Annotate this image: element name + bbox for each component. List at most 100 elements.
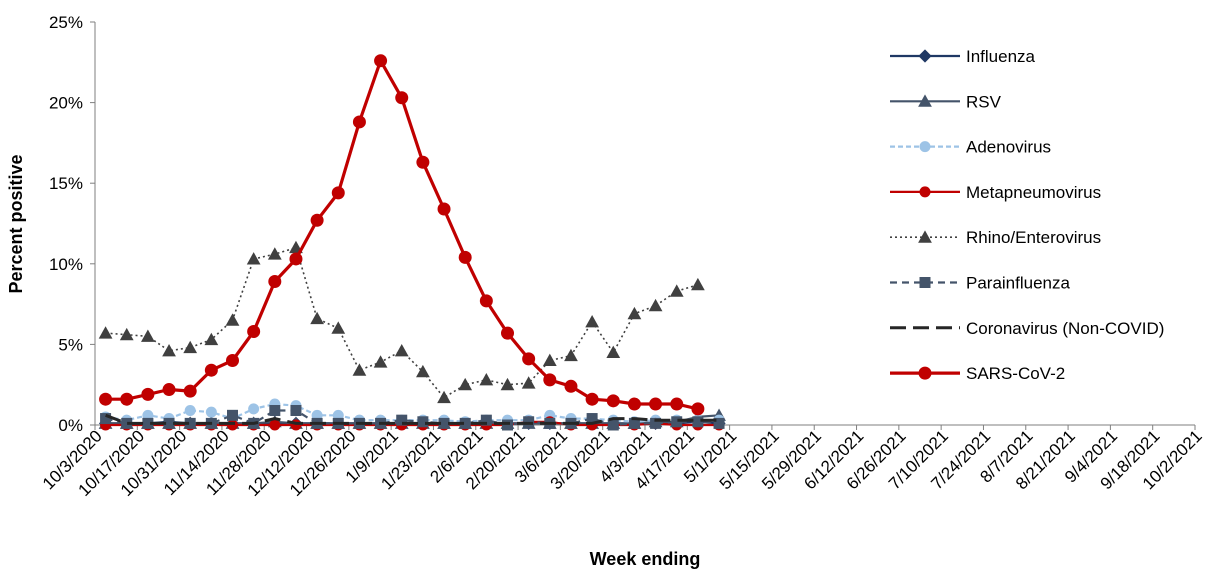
data-point-parainfluenza bbox=[269, 404, 281, 416]
data-point-parainfluenza bbox=[502, 419, 513, 431]
data-point-parainfluenza bbox=[100, 413, 112, 425]
data-point-parainfluenza bbox=[142, 417, 154, 429]
series-line-rhino-enterovirus bbox=[105, 246, 699, 399]
legend-entry-rsv: RSV bbox=[890, 92, 1002, 111]
x-axis-ticks: 10/3/202010/17/202010/31/202011/14/20201… bbox=[39, 425, 1206, 500]
data-point-rhino-enterovirus bbox=[141, 329, 155, 342]
data-point-rhino-enterovirus bbox=[479, 372, 494, 386]
series-rhino-enterovirus bbox=[98, 240, 705, 404]
data-point-sars-cov-2 bbox=[374, 54, 388, 68]
plot-area: 0% 5% 10% 15% 20% 25% 10/3/202010/17/202010/3… bbox=[39, 13, 1206, 500]
data-point-sars-cov-2 bbox=[670, 397, 684, 411]
data-point-sars-cov-2 bbox=[120, 392, 134, 406]
data-point-rhino-enterovirus bbox=[98, 326, 113, 339]
data-point-sars-cov-2 bbox=[458, 250, 472, 264]
legend-label: Influenza bbox=[966, 47, 1036, 66]
data-point-metapneumovirus bbox=[269, 419, 281, 431]
data-point-parainfluenza bbox=[396, 414, 408, 426]
data-point-rhino-enterovirus bbox=[331, 321, 346, 334]
legend-label: Adenovirus bbox=[966, 138, 1051, 157]
data-point-adenovirus bbox=[205, 406, 217, 418]
data-point-rhino-enterovirus bbox=[119, 327, 134, 341]
data-point-sars-cov-2 bbox=[627, 397, 641, 411]
legend-label: Metapneumovirus bbox=[966, 183, 1101, 202]
y-tick-label: 25% bbox=[49, 13, 83, 32]
data-point-rhino-enterovirus bbox=[669, 284, 684, 297]
y-tick-label: 5% bbox=[58, 335, 83, 354]
legend-entry-parainfluenza: Parainfluenza bbox=[890, 274, 1071, 293]
data-point-rhino-enterovirus bbox=[606, 345, 621, 358]
data-point-sars-cov-2 bbox=[585, 392, 599, 406]
y-tick-label: 10% bbox=[49, 255, 83, 274]
data-point-sars-cov-2 bbox=[691, 402, 705, 416]
data-point-sars-cov-2 bbox=[331, 186, 345, 200]
y-axis-ticks: 0% 5% 10% 15% 20% 25% bbox=[49, 13, 95, 435]
data-point-rhino-enterovirus bbox=[542, 353, 557, 367]
data-point-sars-cov-2 bbox=[501, 326, 514, 340]
data-point-rhino-enterovirus bbox=[246, 252, 261, 265]
legend-marker bbox=[919, 277, 931, 288]
data-point-sars-cov-2 bbox=[606, 394, 620, 408]
data-point-rhino-enterovirus bbox=[204, 332, 219, 346]
legend-label: Coronavirus (Non-COVID) bbox=[966, 319, 1164, 338]
data-point-sars-cov-2 bbox=[162, 383, 176, 397]
legend: Influenza RSV Adenovirus Metapneumovirus Rhi… bbox=[890, 47, 1164, 383]
data-point-parainfluenza bbox=[671, 416, 683, 428]
data-point-sars-cov-2 bbox=[437, 202, 451, 216]
y-axis-title: Percent positive bbox=[6, 154, 26, 293]
data-point-sars-cov-2 bbox=[416, 155, 430, 169]
data-point-adenovirus bbox=[184, 404, 196, 416]
legend-entry-rhino-enterovirus: Rhino/Enterovirus bbox=[890, 228, 1101, 247]
data-point-parainfluenza bbox=[713, 417, 725, 429]
data-point-rhino-enterovirus bbox=[373, 355, 388, 368]
data-point-rhino-enterovirus bbox=[416, 364, 430, 378]
data-point-rhino-enterovirus bbox=[394, 343, 409, 357]
data-point-parainfluenza bbox=[692, 416, 704, 428]
data-point-sars-cov-2 bbox=[289, 252, 303, 266]
data-point-sars-cov-2 bbox=[522, 352, 536, 366]
data-point-rhino-enterovirus bbox=[458, 377, 473, 391]
data-point-sars-cov-2 bbox=[310, 213, 324, 227]
data-point-sars-cov-2 bbox=[352, 115, 366, 129]
legend-entry-metapneumovirus: Metapneumovirus bbox=[890, 183, 1101, 202]
data-point-rhino-enterovirus bbox=[162, 343, 176, 357]
legend-marker bbox=[918, 94, 932, 107]
data-point-parainfluenza bbox=[438, 417, 450, 429]
data-point-sars-cov-2 bbox=[99, 392, 113, 406]
data-point-parainfluenza bbox=[607, 419, 619, 431]
series-coronavirus-non-covid bbox=[105, 413, 719, 425]
data-point-rhino-enterovirus bbox=[183, 340, 198, 354]
data-point-parainfluenza bbox=[480, 414, 492, 426]
legend-label: RSV bbox=[966, 92, 1002, 111]
data-point-sars-cov-2 bbox=[183, 384, 197, 398]
legend-label: Rhino/Enterovirus bbox=[966, 228, 1101, 247]
x-axis-title: Week ending bbox=[590, 549, 701, 569]
legend-entry-sars-cov-2: SARS-CoV-2 bbox=[890, 364, 1065, 383]
data-point-parainfluenza bbox=[628, 417, 640, 429]
data-point-sars-cov-2 bbox=[649, 397, 663, 411]
legend-entry-adenovirus: Adenovirus bbox=[890, 138, 1051, 157]
data-point-parainfluenza bbox=[523, 416, 535, 428]
data-point-sars-cov-2 bbox=[204, 363, 218, 377]
data-point-parainfluenza bbox=[459, 417, 471, 429]
data-point-sars-cov-2 bbox=[564, 379, 578, 393]
legend-label: Parainfluenza bbox=[966, 274, 1071, 293]
data-point-parainfluenza bbox=[290, 404, 302, 416]
series-layer bbox=[98, 54, 726, 431]
data-point-rhino-enterovirus bbox=[691, 277, 705, 291]
data-point-rhino-enterovirus bbox=[564, 348, 578, 362]
data-point-parainfluenza bbox=[650, 417, 662, 429]
legend-label: SARS-CoV-2 bbox=[966, 364, 1065, 383]
series-line-adenovirus bbox=[105, 402, 719, 423]
data-point-sars-cov-2 bbox=[247, 325, 261, 339]
legend-marker bbox=[918, 49, 932, 63]
data-point-sars-cov-2 bbox=[268, 275, 282, 289]
legend-marker bbox=[919, 186, 931, 198]
series-line-coronavirus-non-covid bbox=[105, 413, 719, 425]
data-point-parainfluenza bbox=[163, 417, 175, 429]
data-point-rhino-enterovirus bbox=[500, 377, 515, 391]
data-point-parainfluenza bbox=[184, 417, 196, 429]
y-tick-label: 15% bbox=[49, 174, 83, 193]
data-point-rhino-enterovirus bbox=[352, 363, 367, 376]
